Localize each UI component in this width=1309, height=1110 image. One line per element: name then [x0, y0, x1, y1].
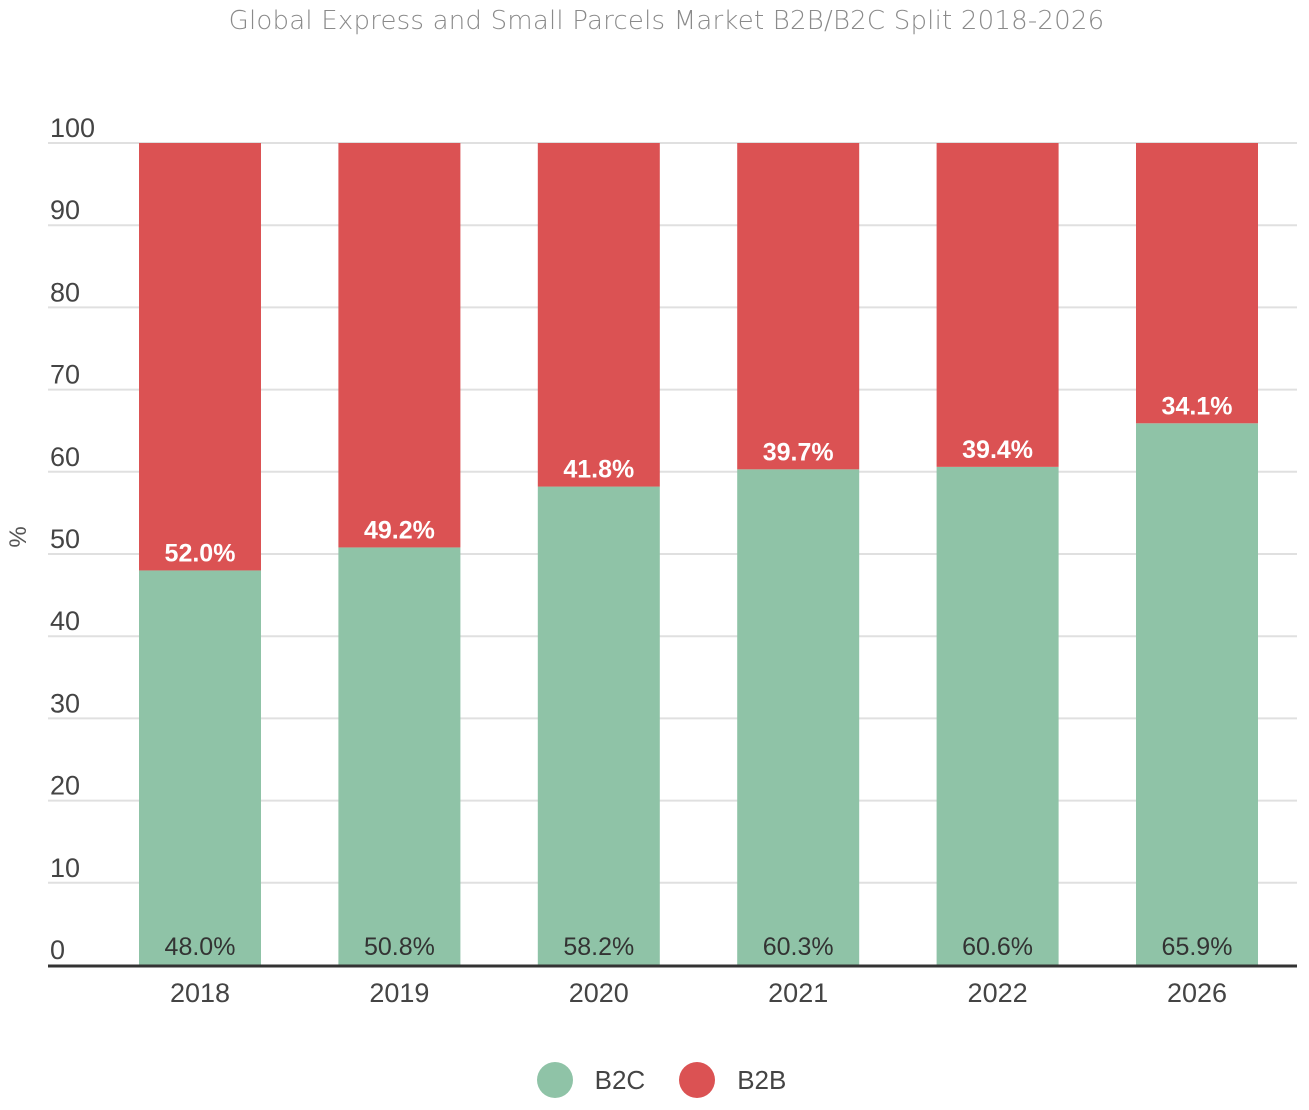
bar-b2b-2026 [1136, 143, 1258, 424]
bar-b2c-2019 [338, 547, 461, 965]
legend: B2C B2B [0, 1062, 1309, 1098]
legend-swatch-b2c [536, 1062, 573, 1098]
bar-b2b-2022 [936, 143, 1059, 467]
data-label-b2b-2018: 52.0% [165, 539, 236, 567]
y-tick-label: 90 [50, 195, 80, 225]
y-tick-label: 70 [50, 360, 80, 390]
x-tick-label-2022: 2022 [968, 978, 1028, 1008]
data-label-b2b-2019: 49.2% [364, 516, 435, 544]
bar-b2b-2020 [537, 143, 660, 487]
bar-b2c-2021 [737, 469, 860, 965]
x-tick-label-2021: 2021 [768, 978, 828, 1008]
legend-item-b2b[interactable]: B2B [665, 1062, 786, 1098]
data-label-b2c-2022: 60.6% [962, 933, 1033, 961]
bar-b2b-2021 [737, 143, 860, 470]
data-label-b2c-2026: 65.9% [1162, 933, 1233, 961]
stacked-bar-chart: 0 10 20 30 40 50 60 70 80 90 100 % 48.0% 52.0% 50.8%… [5, 113, 1297, 1008]
bar-b2c-2018 [139, 570, 261, 965]
legend-label-b2b: B2B [737, 1064, 787, 1095]
y-tick-label: 50 [50, 524, 80, 554]
data-label-b2b-2026: 34.1% [1162, 392, 1233, 420]
y-tick-label: 0 [50, 935, 65, 965]
y-axis-title: % [5, 526, 32, 547]
y-tick-label: 10 [50, 853, 80, 883]
x-tick-label-2026: 2026 [1167, 978, 1227, 1008]
bars [139, 143, 1258, 965]
data-label-b2c-2021: 60.3% [763, 933, 834, 961]
bar-labels: 48.0% 52.0% 50.8% 49.2% 58.2% 41.8% 60.3% 39.7%… [165, 392, 1233, 961]
y-tick-label: 30 [50, 688, 80, 718]
data-label-b2c-2018: 48.0% [165, 933, 236, 961]
bar-b2b-2019 [338, 143, 461, 548]
y-tick-label: 40 [50, 606, 80, 636]
x-tick-label-2018: 2018 [170, 978, 230, 1008]
legend-item-b2c[interactable]: B2C [523, 1062, 646, 1098]
y-tick-label: 20 [50, 771, 80, 801]
chart-title: Global Express and Small Parcels Market … [228, 6, 1105, 36]
x-axis-ticks: 2018 2019 2020 2021 2022 2026 [170, 978, 1227, 1008]
x-tick-label-2019: 2019 [369, 978, 429, 1008]
x-tick-label-2020: 2020 [569, 978, 629, 1008]
data-label-b2b-2022: 39.4% [962, 436, 1033, 464]
bar-b2c-2026 [1136, 423, 1258, 965]
legend-swatch-b2b [679, 1062, 716, 1098]
data-label-b2b-2020: 41.8% [563, 456, 634, 484]
data-label-b2c-2019: 50.8% [364, 933, 435, 961]
legend-label-b2c: B2C [594, 1064, 646, 1095]
bar-b2c-2022 [936, 466, 1059, 965]
y-axis-ticks: 0 10 20 30 40 50 60 70 80 90 100 [50, 113, 95, 965]
bar-b2b-2018 [139, 143, 261, 571]
data-label-b2b-2021: 39.7% [763, 438, 834, 466]
data-label-b2c-2020: 58.2% [563, 933, 634, 961]
bar-b2c-2020 [537, 486, 660, 965]
y-tick-label: 100 [50, 113, 95, 143]
y-tick-label: 80 [50, 277, 80, 307]
y-tick-label: 60 [50, 442, 80, 472]
